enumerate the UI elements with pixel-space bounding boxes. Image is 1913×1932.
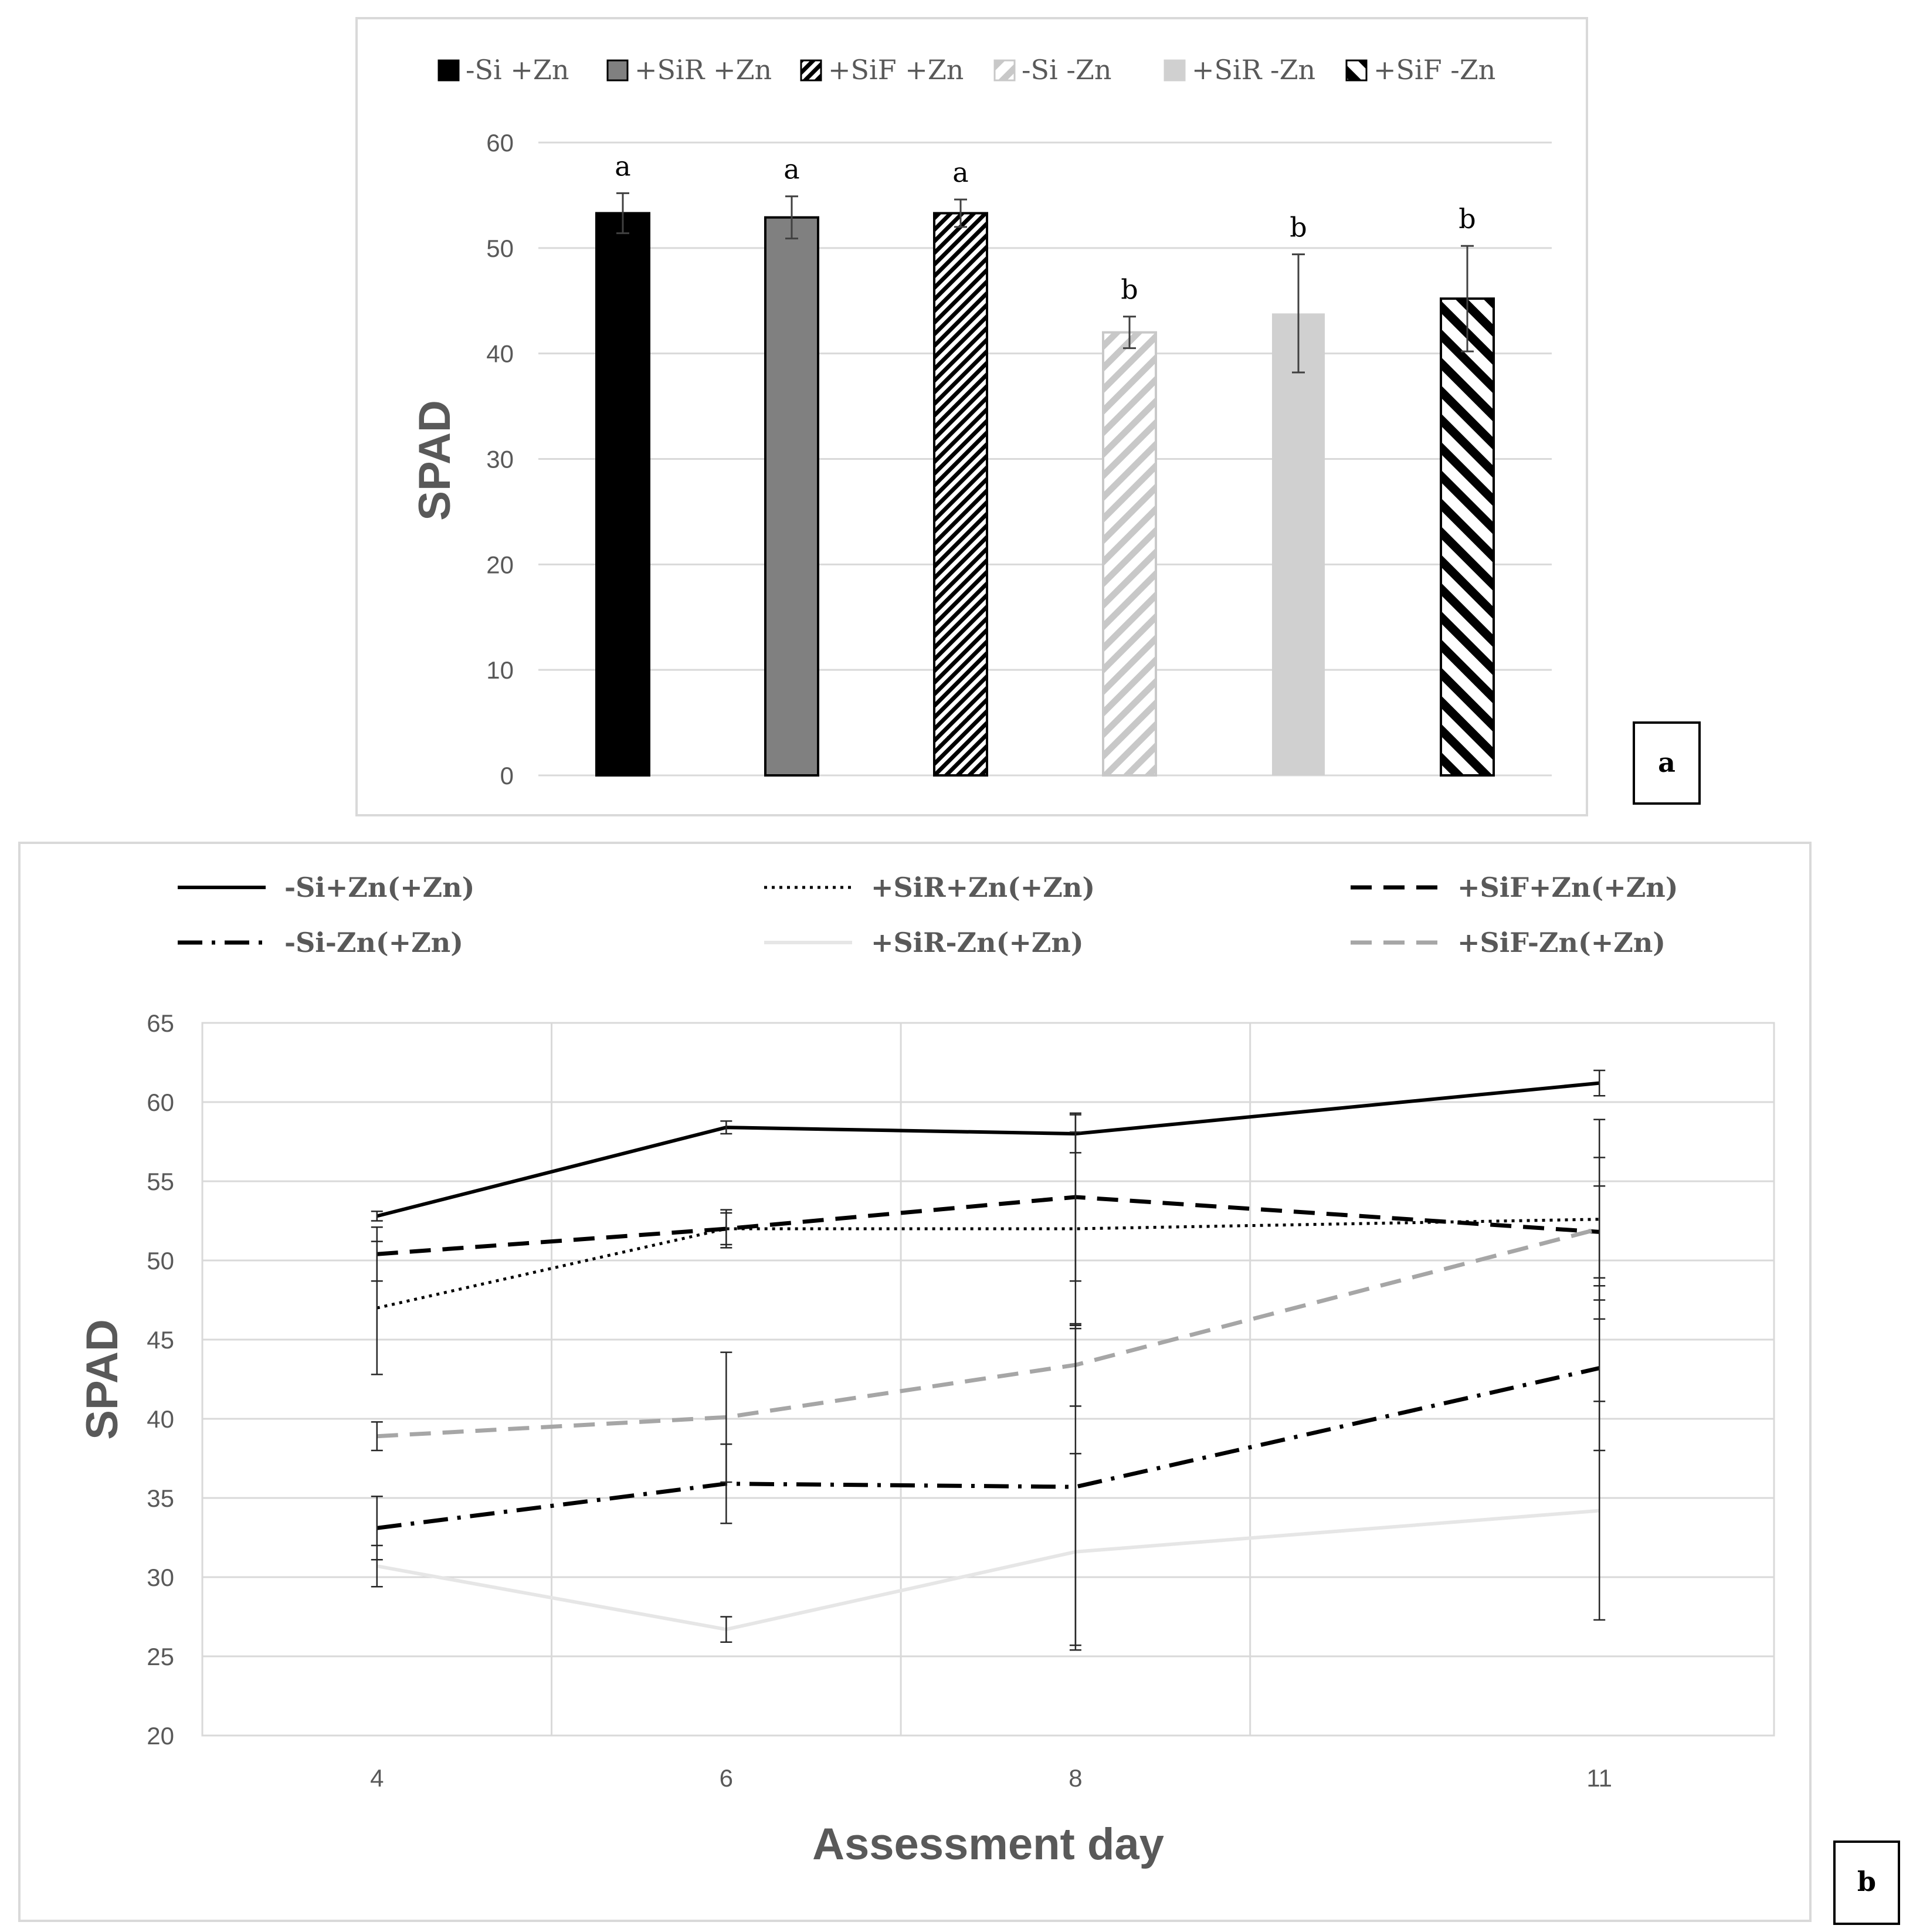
bar-chart-y-tick-label: 0	[500, 762, 514, 789]
line-chart-x-tick-labels: 4 6 8 11	[370, 1764, 1612, 1792]
bar-legend-label: +SiR -Zn	[1192, 54, 1315, 86]
line-legend-label: -Si-Zn(+Zn)	[284, 927, 463, 958]
series-line-6	[377, 1226, 1600, 1439]
bar-chart-bars	[595, 212, 1495, 777]
bar-legend-label: -Si -Zn	[1022, 54, 1112, 86]
line-chart-series-lines	[377, 1081, 1600, 1632]
series-line-1	[377, 1081, 1600, 1218]
bar-legend-swatch	[1164, 59, 1186, 82]
bar-legend-label: +SiF +Zn	[828, 54, 964, 86]
panel-b-label: b	[1857, 1866, 1876, 1897]
line-legend-label: +SiR+Zn(+Zn)	[871, 872, 1095, 903]
line-chart-y-tick-label: 65	[147, 1009, 174, 1037]
bar-legend-label: +SiF -Zn	[1373, 54, 1495, 86]
bar-chart-y-tick-labels: 0 10 20 30 40 50 60	[486, 129, 514, 789]
bar-chart-y-tick-label: 30	[486, 446, 514, 473]
bar-chart-y-tick-label: 40	[486, 340, 514, 368]
line-chart-x-tick-label: 8	[1069, 1764, 1082, 1792]
line-chart-y-tick-label: 55	[147, 1168, 174, 1195]
line-chart-gridlines	[202, 1022, 1774, 1737]
bar-1	[595, 212, 650, 777]
panel-b-label-box	[1833, 1841, 1900, 1925]
bar-significance-letter: a	[952, 157, 968, 188]
line-chart-y-tick-label: 45	[147, 1326, 174, 1354]
series-line-3	[377, 1195, 1600, 1256]
line-chart-x-tick-label: 4	[370, 1764, 384, 1792]
bar-chart-error-bars	[616, 192, 1474, 374]
bar-legend-swatch	[1345, 59, 1368, 82]
bar-legend-swatch	[993, 59, 1016, 82]
bar-5	[1272, 313, 1325, 775]
line-chart-y-tick-label: 40	[147, 1405, 174, 1433]
bar-2	[764, 216, 819, 777]
bar-chart-gridlines	[538, 141, 1552, 777]
bar-significance-letter: a	[615, 150, 630, 182]
line-legend-label: -Si+Zn(+Zn)	[284, 872, 474, 903]
bar-legend-label: +SiR +Zn	[635, 54, 772, 86]
series-line-4	[377, 1366, 1600, 1530]
line-chart-y-tick-label: 50	[147, 1247, 174, 1275]
bar-chart-legend: -Si +Zn +SiR +Zn +SiF +Zn -Si -Zn +SiR -Zn +S…	[437, 54, 1495, 86]
line-chart-x-axis-label: Assessment day	[812, 1819, 1164, 1869]
bar-significance-letter: b	[1121, 274, 1138, 306]
line-chart-x-tick-label: 11	[1586, 1764, 1612, 1792]
line-chart-y-tick-label: 30	[147, 1564, 174, 1591]
line-chart-y-tick-labels: 20 25 30 35 40 45 50 55 60 65	[147, 1009, 174, 1750]
series-line-2	[377, 1218, 1600, 1310]
bar-legend-label: -Si +Zn	[466, 54, 569, 86]
bar-chart-significance-letters: a a a b b b	[615, 150, 1476, 305]
bar-chart-y-tick-label: 20	[486, 551, 514, 578]
line-legend-label: +SiR-Zn(+Zn)	[871, 927, 1084, 958]
bar-legend-swatch	[437, 59, 460, 82]
bar-4	[1102, 331, 1157, 777]
line-chart-y-axis-label: SPAD	[77, 1319, 127, 1440]
bar-significance-letter: a	[783, 154, 799, 185]
bar-legend-swatch	[800, 59, 822, 82]
line-chart-panel: -Si+Zn(+Zn) +SiR+Zn(+Zn) +SiF+Zn(+Zn) -Si-Z…	[18, 842, 1900, 1925]
line-chart-y-tick-label: 60	[147, 1089, 174, 1116]
bar-chart-panel: -Si +Zn +SiR +Zn +SiF +Zn -Si -Zn +SiR -Zn +S…	[355, 17, 1701, 816]
line-chart-y-tick-label: 25	[147, 1643, 174, 1670]
bar-chart-y-axis-label: SPAD	[410, 400, 460, 521]
bar-significance-letter: b	[1459, 203, 1476, 235]
series-line-5	[377, 1509, 1600, 1632]
panel-a-label-box	[1633, 721, 1701, 805]
bar-3	[933, 212, 988, 777]
line-chart-legend: -Si+Zn(+Zn) +SiR+Zn(+Zn) +SiF+Zn(+Zn) -Si-Z…	[178, 872, 1678, 958]
bar-chart-y-tick-label: 10	[486, 656, 514, 684]
line-chart-x-tick-label: 6	[720, 1764, 733, 1792]
line-chart-y-tick-label: 35	[147, 1484, 174, 1512]
line-legend-label: +SiF-Zn(+Zn)	[1457, 927, 1666, 958]
line-chart-y-tick-label: 20	[147, 1722, 174, 1750]
line-legend-label: +SiF+Zn(+Zn)	[1457, 872, 1678, 903]
bar-significance-letter: b	[1290, 212, 1307, 243]
bar-chart-y-tick-label: 60	[486, 129, 514, 157]
panel-a-label: a	[1658, 747, 1675, 778]
line-chart-error-bars	[371, 1069, 1606, 1651]
bar-6	[1440, 297, 1495, 777]
bar-legend-swatch	[606, 59, 629, 82]
bar-chart-y-tick-label: 50	[486, 235, 514, 262]
